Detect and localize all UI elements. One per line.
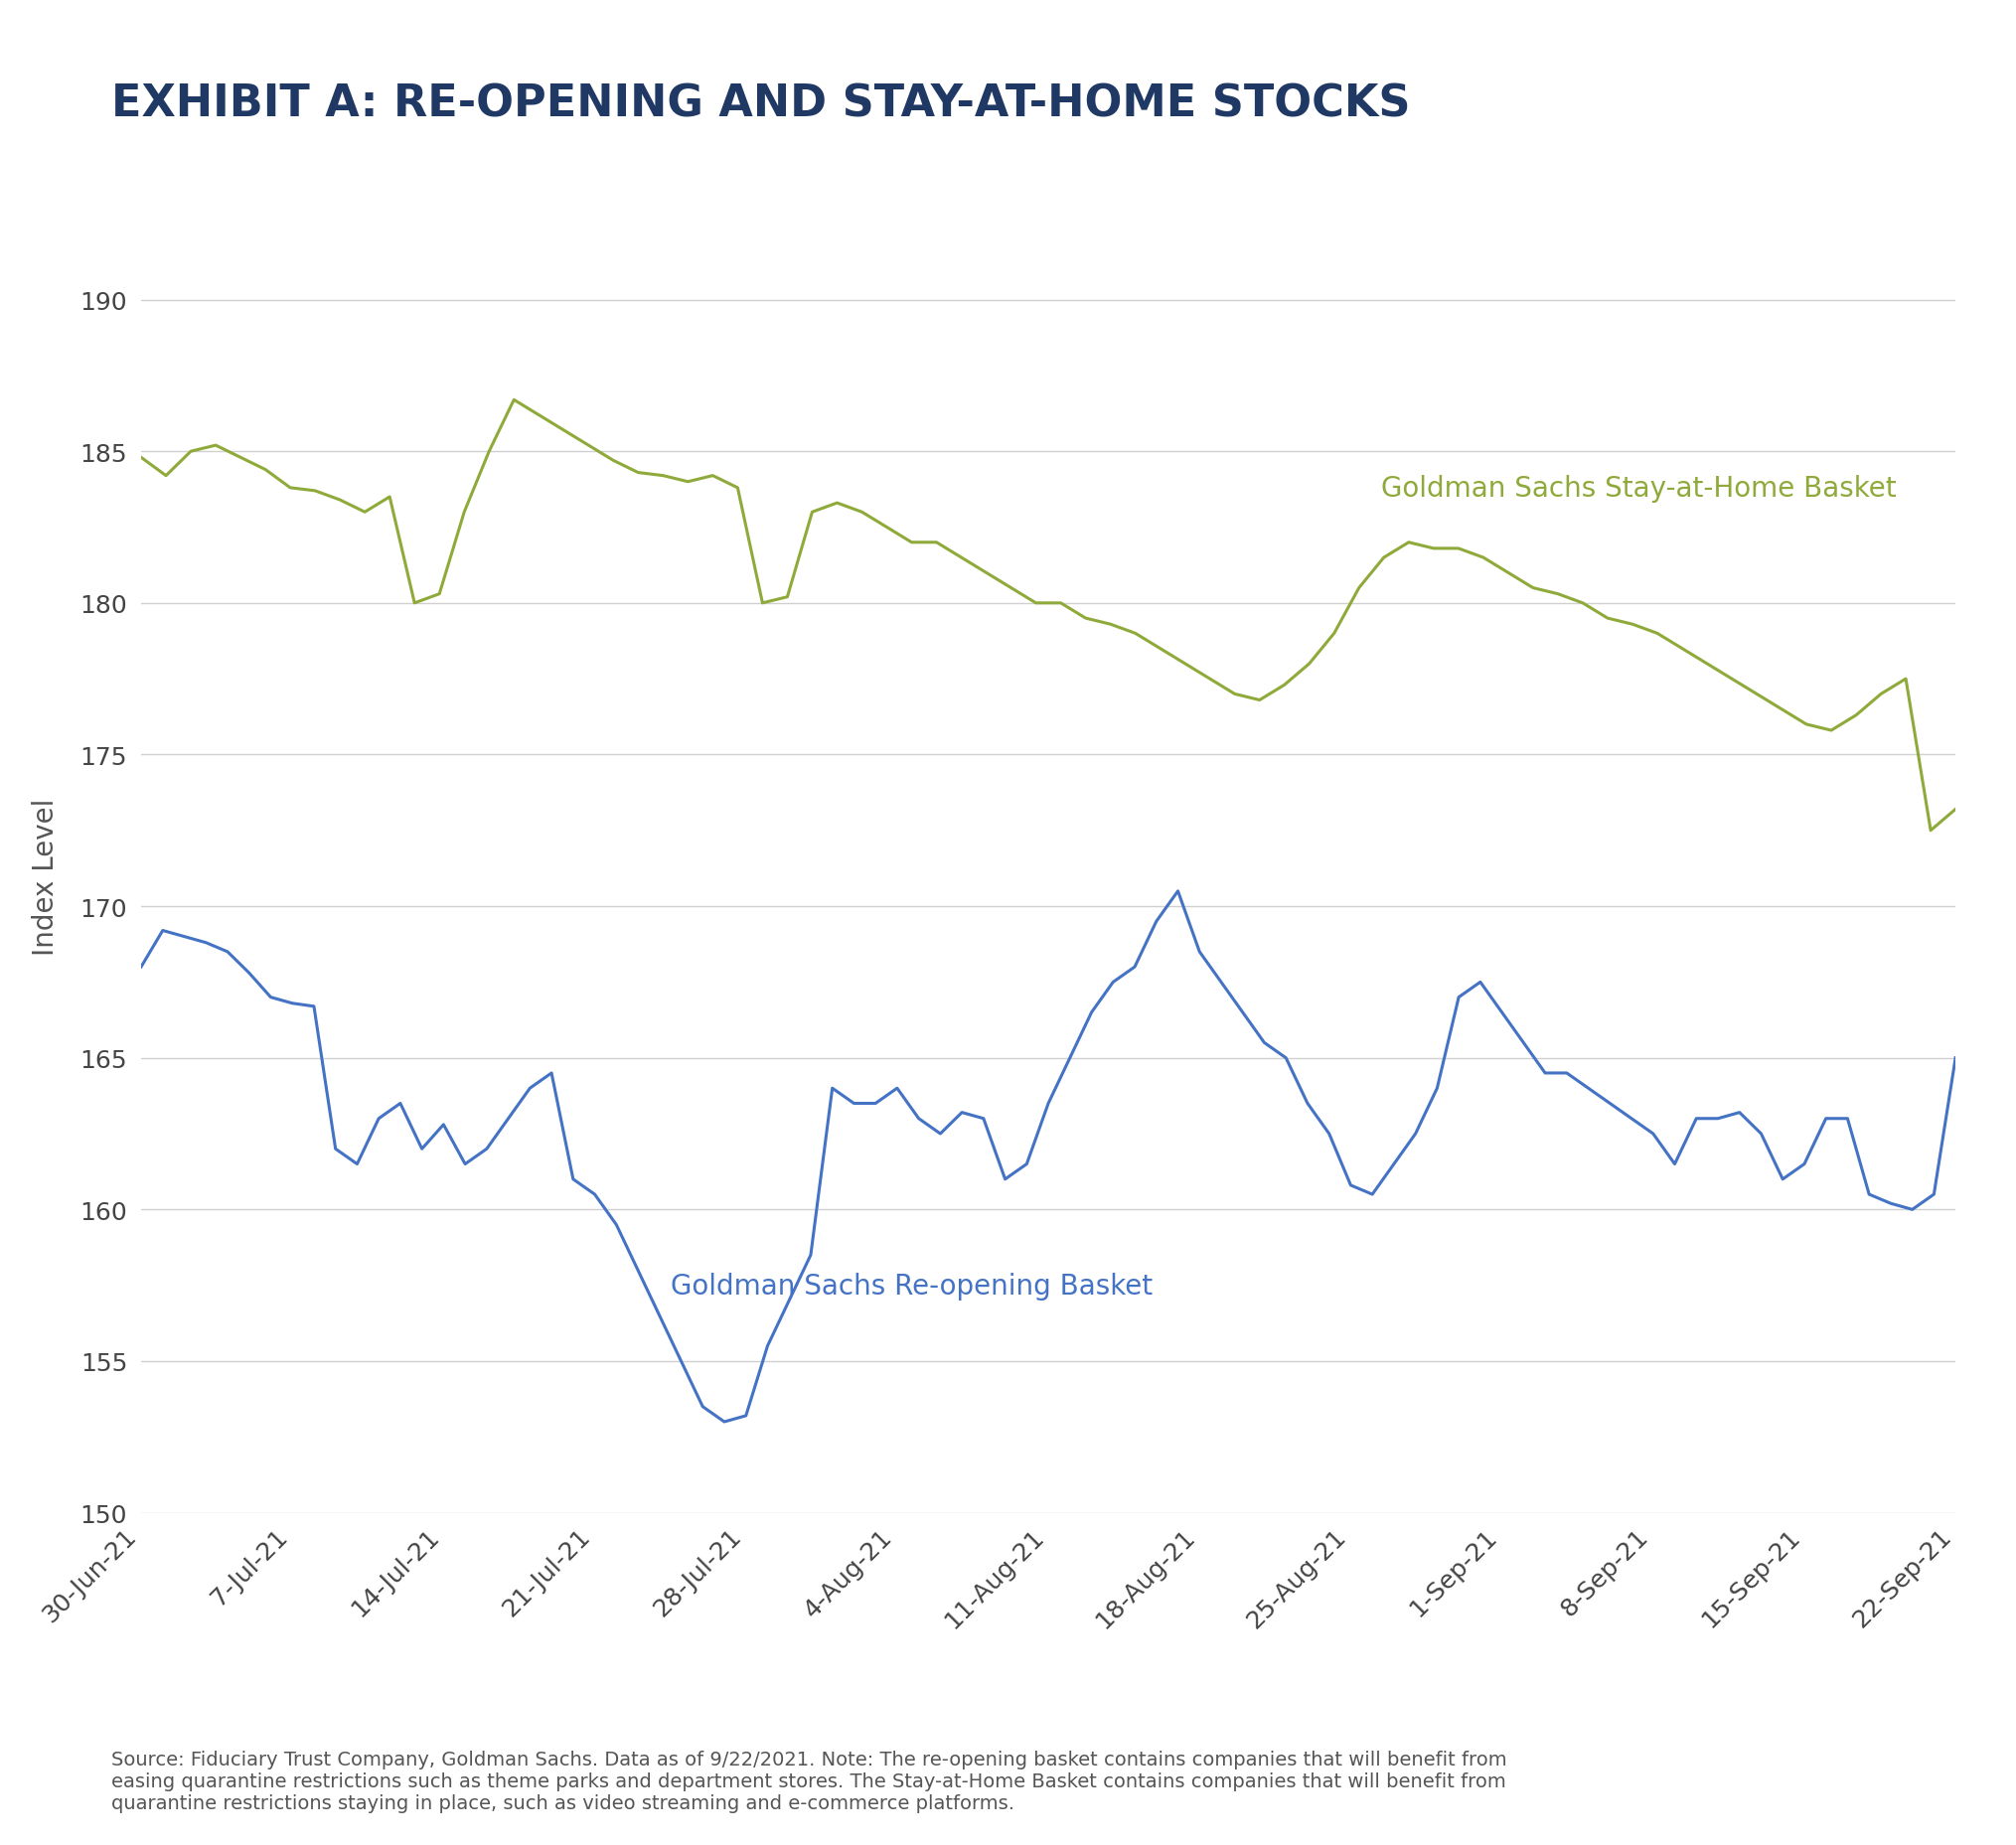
Text: Goldman Sachs Stay-at-Home Basket: Goldman Sachs Stay-at-Home Basket: [1381, 474, 1897, 502]
Y-axis label: Index Level: Index Level: [32, 797, 58, 956]
Text: Goldman Sachs Re-opening Basket: Goldman Sachs Re-opening Basket: [669, 1271, 1153, 1299]
Text: EXHIBIT A: RE-OPENING AND STAY-AT-HOME STOCKS: EXHIBIT A: RE-OPENING AND STAY-AT-HOME S…: [111, 83, 1409, 125]
Text: Source: Fiduciary Trust Company, Goldman Sachs. Data as of 9/22/2021. Note: The : Source: Fiduciary Trust Company, Goldman…: [111, 1749, 1506, 1812]
